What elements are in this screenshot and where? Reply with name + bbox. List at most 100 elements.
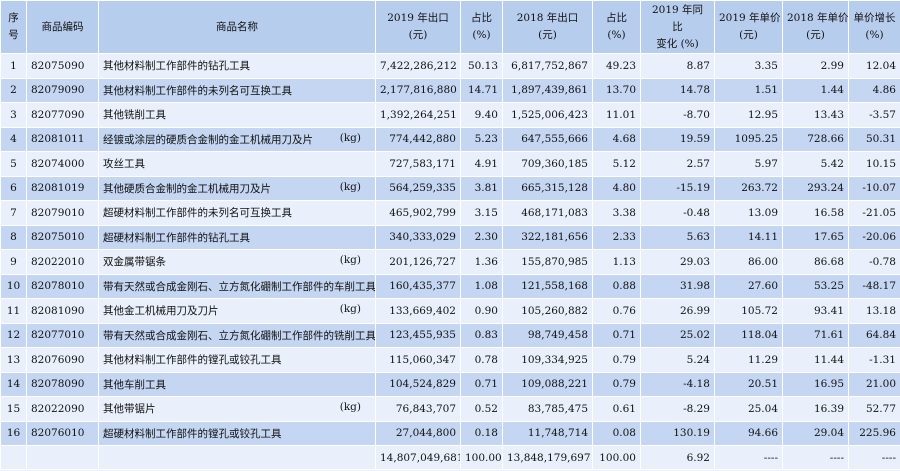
share-2018-cell: 2.33 — [592, 224, 641, 250]
price-growth-cell: -0.78 — [848, 249, 900, 275]
name-cell: 其他材料制工作部件的未列名可互换工具 — [98, 77, 376, 103]
unit-label — [361, 377, 371, 392]
table-row: 11 82081090 其他金工机械用刀及刀片 (kg) 133,669,402 0.90… — [0, 298, 900, 324]
product-name: 带有天然或合成金刚石、立方氮化硼制工作部件的铣削工具 — [103, 329, 376, 342]
name-cell: 超硬材料制工作部件的镗孔或铰孔工具 — [98, 420, 376, 446]
header-export-2018-line1: 2018 年出口 — [516, 12, 579, 24]
price-2018-cell: 1.44 — [782, 77, 849, 103]
total-code-cell — [26, 445, 99, 470]
code-cell: 82075090 — [26, 53, 99, 79]
export-2019-cell: 201,126,727 — [375, 249, 461, 275]
share-2019-cell: 14.71 — [460, 77, 503, 103]
total-row: 14,807,049,681 100.00 13,848,179,697 100… — [0, 445, 900, 470]
share-2018-cell: 0.08 — [592, 420, 641, 446]
share-2018-cell: 49.23 — [592, 53, 641, 79]
yoy-cell: 5.24 — [640, 347, 715, 373]
yoy-cell: 26.99 — [640, 298, 715, 324]
unit-label: (kg) — [339, 131, 361, 144]
code-cell: 82079090 — [26, 77, 99, 103]
price-2018-cell: 93.41 — [782, 298, 849, 324]
seq-cell: 14 — [0, 371, 27, 397]
share-2019-cell: 50.13 — [460, 53, 503, 79]
unit-label: (kg) — [339, 303, 361, 316]
share-2018-cell: 0.61 — [592, 396, 641, 422]
seq-cell: 1 — [0, 53, 27, 79]
seq-cell: 12 — [0, 322, 27, 348]
table-row: 4 82081011 经镀或涂层的硬质合金制的金工机械用刀及片 (kg) 774,442… — [0, 126, 900, 152]
price-2018-cell: 13.43 — [782, 102, 849, 128]
share-2019-cell: 9.40 — [460, 102, 503, 128]
yoy-cell: -4.18 — [640, 371, 715, 397]
price-2018-cell: 53.25 — [782, 273, 849, 299]
price-2018-cell: 5.42 — [782, 151, 849, 177]
product-name: 其他金工机械用刀及刀片 — [103, 305, 219, 318]
code-cell: 82081019 — [26, 175, 99, 201]
seq-cell: 8 — [0, 224, 27, 250]
product-name: 攻丝工具 — [103, 158, 145, 171]
name-cell: 其他金工机械用刀及刀片 (kg) — [98, 298, 376, 324]
header-yoy-line2: 比 — [672, 20, 683, 33]
export-2018-cell: 83,785,475 — [502, 396, 593, 422]
share-2019-cell: 0.90 — [460, 298, 503, 324]
share-2019-cell: 1.08 — [460, 273, 503, 299]
yoy-cell: 130.19 — [640, 420, 715, 446]
seq-cell: 3 — [0, 102, 27, 128]
price-2018-cell: 16.95 — [782, 371, 849, 397]
share-2018-cell: 3.38 — [592, 200, 641, 226]
table-row: 13 82076090 其他材料制工作部件的镗孔或铰孔工具 115,060,347 0.… — [0, 347, 900, 373]
export-2019-cell: 76,843,707 — [375, 396, 461, 422]
header-share-2018: 占比 (%) — [592, 0, 641, 54]
total-share-2019: 100.00 — [460, 445, 503, 470]
export-2018-cell: 98,749,458 — [502, 322, 593, 348]
export-2019-cell: 104,524,829 — [375, 371, 461, 397]
price-2019-cell: 3.35 — [714, 53, 783, 79]
price-2018-cell: 728.66 — [782, 126, 849, 152]
price-2019-cell: 94.66 — [714, 420, 783, 446]
header-row: 序 号 商品编码 商品名称 2019 年出口 (元) 占比 (%) 2018 年… — [0, 0, 900, 54]
name-cell: 带有天然或合成金刚石、立方氮化硼制工作部件的车削工具 — [98, 273, 376, 299]
header-price-2019-line1: 2019 年单价 — [719, 12, 781, 24]
export-2018-cell: 109,088,221 — [502, 371, 593, 397]
export-2019-cell: 133,669,402 — [375, 298, 461, 324]
price-2018-cell: 293.24 — [782, 175, 849, 201]
share-2019-cell: 0.18 — [460, 420, 503, 446]
header-share-2019-line2: (%) — [472, 29, 491, 41]
price-2019-cell: 118.04 — [714, 322, 783, 348]
total-price-2019: ---- — [714, 445, 783, 470]
code-cell: 82022090 — [26, 396, 99, 422]
price-growth-cell: -1.31 — [848, 347, 900, 373]
code-cell: 82078090 — [26, 371, 99, 397]
export-2019-cell: 123,455,935 — [375, 322, 461, 348]
product-name: 其他硬质合金制的金工机械用刀及片 — [103, 182, 271, 195]
header-seq: 序 号 — [0, 0, 27, 54]
price-2019-cell: 5.97 — [714, 151, 783, 177]
header-share-2019: 占比 (%) — [460, 0, 503, 54]
code-cell: 82075010 — [26, 224, 99, 250]
export-2018-cell: 1,897,439,861 — [502, 77, 593, 103]
share-2019-cell: 0.52 — [460, 396, 503, 422]
share-2018-cell: 0.71 — [592, 322, 641, 348]
total-name-cell — [98, 445, 376, 470]
export-2019-cell: 160,435,377 — [375, 273, 461, 299]
code-cell: 82076090 — [26, 347, 99, 373]
share-2018-cell: 5.12 — [592, 151, 641, 177]
export-2018-cell: 105,260,882 — [502, 298, 593, 324]
product-name: 超硬材料制工作部件的钻孔工具 — [103, 231, 250, 244]
yoy-cell: 5.63 — [640, 224, 715, 250]
export-2019-cell: 7,422,286,212 — [375, 53, 461, 79]
seq-cell: 6 — [0, 175, 27, 201]
product-name: 其他材料制工作部件的未列名可互换工具 — [103, 84, 292, 97]
header-share-2018-line2: (%) — [607, 29, 626, 41]
price-growth-cell: 4.86 — [848, 77, 900, 103]
table-row: 15 82022090 其他带锯片 (kg) 76,843,707 0.52 83,785,… — [0, 396, 900, 422]
code-cell: 82081011 — [26, 126, 99, 152]
yoy-cell: 14.78 — [640, 77, 715, 103]
header-yoy-line1: 2019 年同 — [651, 3, 704, 16]
share-2019-cell: 2.30 — [460, 224, 503, 250]
price-growth-cell: -48.17 — [848, 273, 900, 299]
total-seq-cell — [0, 445, 27, 470]
share-2019-cell: 4.91 — [460, 151, 503, 177]
seq-cell: 11 — [0, 298, 27, 324]
header-price-2018: 2018 年单价 (元) — [782, 0, 849, 54]
